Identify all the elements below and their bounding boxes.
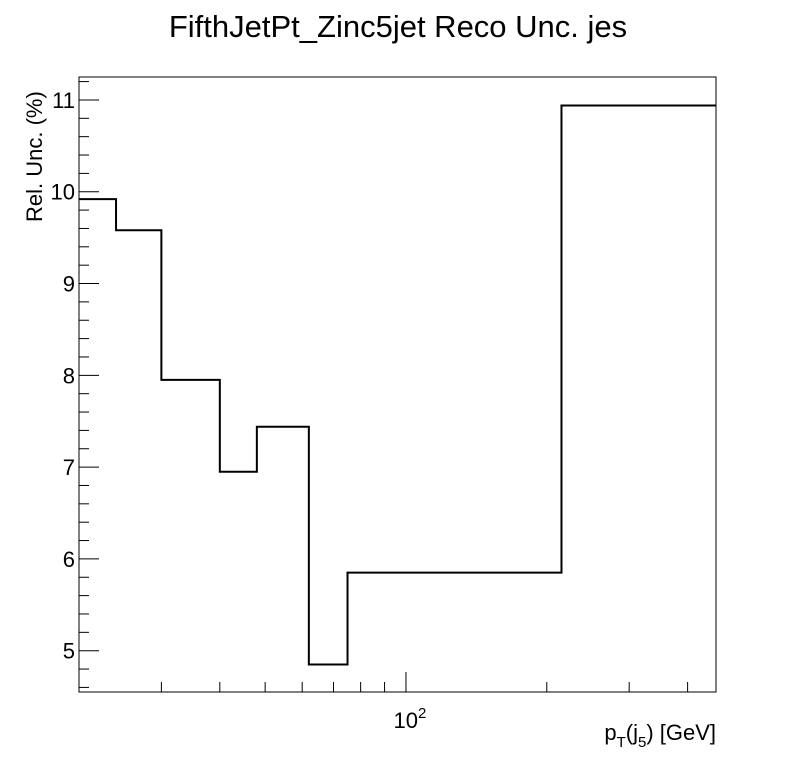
x-axis: 102: [160, 672, 689, 733]
y-tick-label: 6: [63, 547, 75, 572]
y-tick-label: 10: [51, 180, 75, 205]
y-axis: 5 6 7 8 9 10 11: [51, 81, 99, 688]
y-tick-label: 7: [63, 455, 75, 480]
y-tick-label: 5: [63, 639, 75, 664]
y-tick-label: 11: [52, 88, 75, 113]
chart-title: FifthJetPt_Zinc5jet Reco Unc. jes: [169, 9, 627, 44]
x-axis-label: pT(j5) [GeV]: [604, 720, 716, 751]
y-tick-label: 8: [63, 363, 75, 388]
histogram-line: [79, 104, 716, 666]
y-axis-label: Rel. Unc. (%): [22, 91, 47, 222]
x-tick-label: 102: [394, 705, 427, 733]
plot-frame: [78, 76, 717, 693]
y-tick-label: 9: [63, 272, 75, 297]
